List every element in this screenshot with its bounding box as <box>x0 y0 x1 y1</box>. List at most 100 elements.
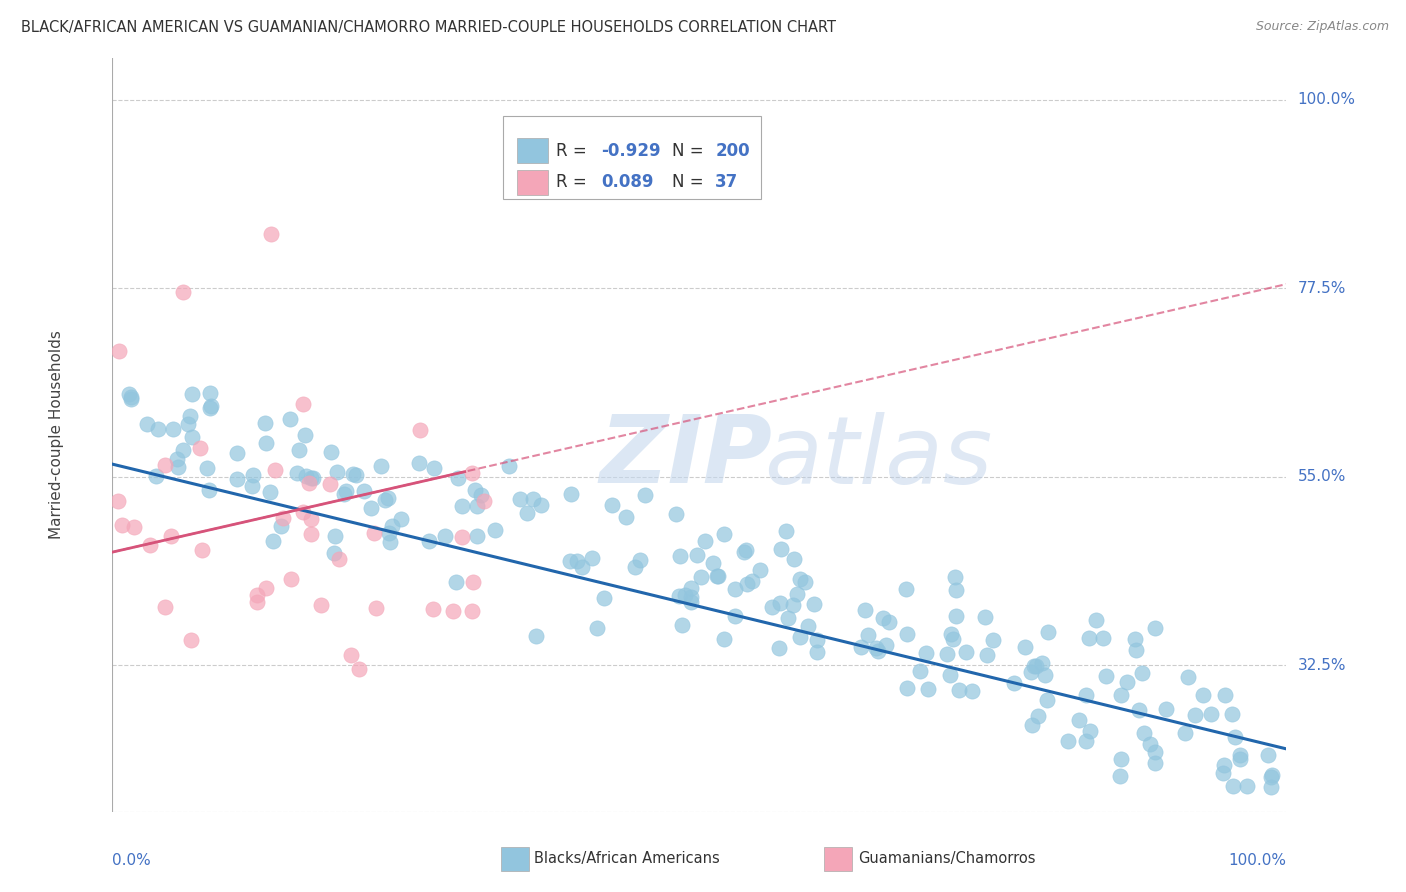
Point <box>262 534 284 549</box>
Point <box>470 488 492 502</box>
Point <box>955 645 977 659</box>
Point <box>381 518 404 533</box>
Point <box>1125 643 1147 657</box>
Point <box>571 560 593 574</box>
Point <box>735 543 758 558</box>
Point <box>422 601 444 615</box>
Text: 32.5%: 32.5% <box>1298 657 1346 673</box>
Point <box>1184 708 1206 723</box>
Point <box>1174 726 1197 740</box>
Point <box>690 570 713 584</box>
Point <box>586 622 609 636</box>
Point <box>465 499 488 513</box>
Point <box>1038 625 1060 640</box>
Point <box>509 491 531 506</box>
Point <box>681 595 703 609</box>
Point <box>724 609 747 624</box>
Text: Source: ZipAtlas.com: Source: ZipAtlas.com <box>1256 20 1389 33</box>
Point <box>794 575 817 590</box>
Point <box>686 548 709 562</box>
Point <box>908 664 931 678</box>
Text: 100.0%: 100.0% <box>1298 93 1355 107</box>
Point <box>172 285 194 300</box>
Point <box>1223 731 1246 745</box>
Point <box>875 638 897 652</box>
Text: 0.0%: 0.0% <box>112 853 152 868</box>
Text: N =: N = <box>672 173 709 191</box>
Text: Blacks/African Americans: Blacks/African Americans <box>534 851 720 865</box>
Point <box>111 517 134 532</box>
Point <box>1154 701 1177 715</box>
Point <box>1002 676 1025 690</box>
Point <box>803 597 825 611</box>
Point <box>451 530 474 544</box>
Point <box>858 628 880 642</box>
Point <box>1085 614 1108 628</box>
Point <box>309 599 332 613</box>
Point <box>299 512 322 526</box>
Point <box>938 667 960 681</box>
Point <box>226 472 249 486</box>
Point <box>706 569 728 583</box>
Point <box>198 483 221 497</box>
Point <box>1220 707 1243 722</box>
Point <box>166 452 188 467</box>
Point <box>461 575 484 590</box>
Point <box>770 542 793 557</box>
Point <box>1143 756 1166 770</box>
Point <box>322 546 344 560</box>
Point <box>360 501 382 516</box>
Point <box>1128 702 1150 716</box>
Point <box>240 479 263 493</box>
Point <box>558 554 581 568</box>
Point <box>1024 659 1046 673</box>
Text: R =: R = <box>557 142 592 160</box>
Point <box>1092 631 1115 645</box>
Point <box>191 542 214 557</box>
Point <box>948 682 970 697</box>
Point <box>634 488 657 502</box>
Point <box>737 577 759 591</box>
Point <box>1109 688 1132 702</box>
Point <box>1236 779 1258 793</box>
Point <box>530 498 553 512</box>
Point <box>465 529 488 543</box>
Point <box>896 681 918 695</box>
Point <box>120 390 142 404</box>
Point <box>246 594 269 608</box>
Text: -0.929: -0.929 <box>602 142 661 160</box>
Point <box>374 493 396 508</box>
Point <box>567 554 589 568</box>
Point <box>409 423 432 437</box>
Point <box>117 386 139 401</box>
Point <box>560 487 582 501</box>
Point <box>335 484 357 499</box>
Point <box>693 533 716 548</box>
Point <box>749 563 772 577</box>
Point <box>181 387 204 401</box>
Point <box>1261 768 1284 782</box>
Point <box>444 575 467 590</box>
Point <box>319 444 342 458</box>
Point <box>226 446 249 460</box>
Point <box>378 535 401 549</box>
Text: 200: 200 <box>716 142 749 160</box>
Point <box>285 466 308 480</box>
Point <box>524 629 547 643</box>
Point <box>167 459 190 474</box>
Point <box>942 632 965 646</box>
Point <box>344 468 367 483</box>
Point <box>1076 689 1098 703</box>
Point <box>783 552 806 566</box>
Point <box>246 588 269 602</box>
Point <box>671 617 693 632</box>
Point <box>1260 780 1282 794</box>
Point <box>960 684 983 698</box>
Point <box>1257 748 1279 763</box>
Point <box>877 615 900 630</box>
Point <box>461 604 484 618</box>
Point <box>853 603 876 617</box>
Text: ZIP: ZIP <box>600 411 772 503</box>
Point <box>789 572 811 586</box>
Point <box>408 456 430 470</box>
